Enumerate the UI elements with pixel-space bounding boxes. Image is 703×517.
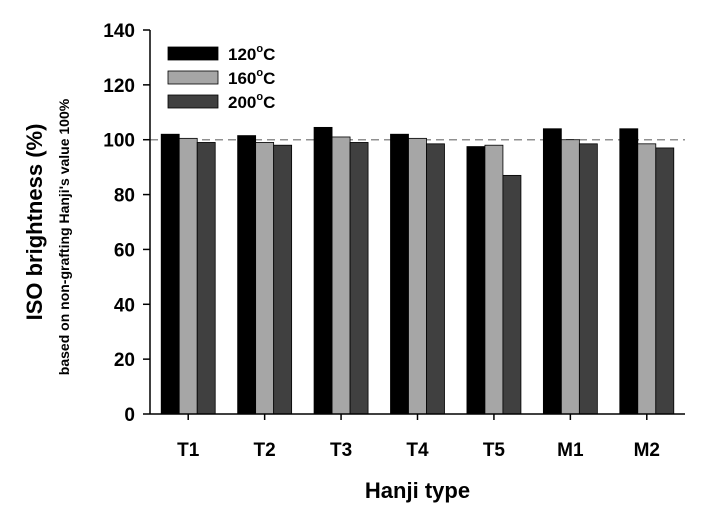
- bar: [637, 143, 657, 415]
- legend-label: 120oC: [228, 43, 275, 64]
- x-axis-title: Hanji type: [365, 478, 470, 503]
- y-tick-label: 140: [103, 21, 135, 42]
- y-tick-label: 80: [114, 186, 135, 207]
- x-tick-label: M1: [557, 440, 584, 461]
- y-tick-label: 0: [124, 405, 135, 426]
- bar: [390, 133, 409, 415]
- bar: [578, 143, 598, 415]
- y-tick-label: 60: [114, 240, 135, 261]
- bar: [313, 126, 333, 415]
- bar: [466, 146, 486, 415]
- y-tick-label: 40: [114, 295, 135, 316]
- bar: [196, 142, 216, 415]
- y-tick-label: 20: [114, 350, 135, 371]
- bar: [331, 136, 351, 415]
- bar: [560, 139, 580, 415]
- legend-label: 200oC: [228, 91, 275, 112]
- x-tick-label: M2: [634, 440, 660, 461]
- legend-swatch: [167, 46, 219, 61]
- x-tick-label: T3: [330, 440, 352, 461]
- bar: [655, 147, 675, 415]
- y-ticks: 0 20 40 60 80 100 120 140: [103, 21, 150, 426]
- bar: [255, 142, 275, 415]
- bar: [484, 144, 504, 415]
- x-tick-label: T5: [483, 440, 506, 461]
- bar: [273, 144, 293, 415]
- bar: [349, 142, 369, 415]
- x-tick-label: T1: [177, 440, 200, 461]
- legend-swatch: [167, 70, 219, 85]
- y-tick-label: 120: [103, 76, 135, 97]
- bar: [237, 135, 257, 415]
- bar: [502, 174, 522, 415]
- bars-layer: [160, 126, 675, 415]
- bar: [542, 128, 562, 415]
- bar: [408, 137, 427, 415]
- bar: [160, 133, 180, 415]
- legend-label: 160oC: [228, 67, 275, 88]
- x-ticks: T1 T2 T3 T4 T5 M1 M2: [177, 414, 660, 461]
- x-tick-label: T2: [254, 440, 276, 461]
- bar: [426, 143, 445, 415]
- x-tick-label: T4: [406, 440, 429, 461]
- bar: [619, 128, 639, 415]
- legend-swatch: [167, 94, 219, 109]
- legend: 120oC 160oC 200oC: [167, 43, 275, 112]
- y-tick-label: 100: [103, 131, 135, 152]
- bar: [178, 137, 198, 415]
- y-axis-title: ISO brightness (%): [22, 124, 47, 321]
- y-axis-subtitle: based on non-grafting Hanji's value 100%: [56, 98, 72, 375]
